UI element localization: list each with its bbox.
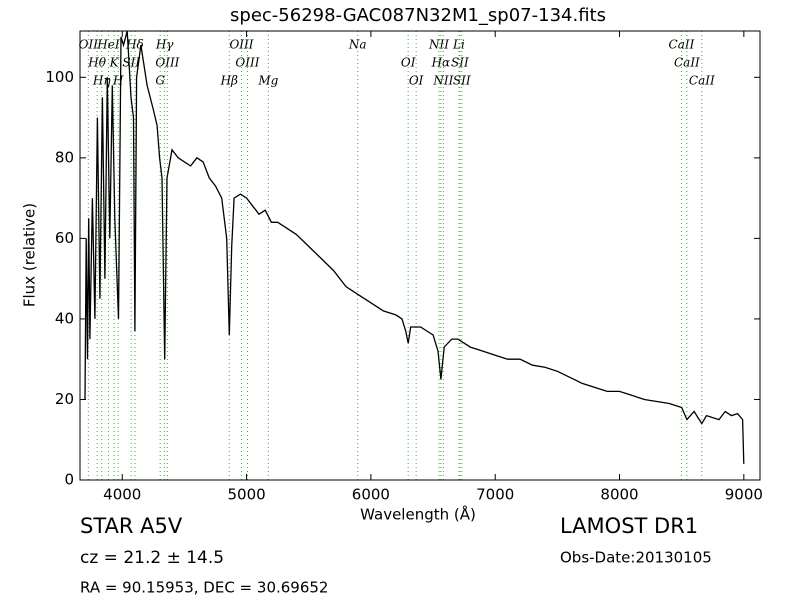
spectral-line-label: OI xyxy=(409,74,424,88)
spectral-line-label: Mg xyxy=(257,74,278,88)
spectral-line-label: Hη xyxy=(92,74,111,88)
spectral-line-label: CaII xyxy=(689,74,715,88)
cz-label: cz = 21.2 ± 14.5 xyxy=(80,548,224,568)
spectral-line-label: SII xyxy=(122,56,140,70)
x-tick-label: 7000 xyxy=(476,486,514,504)
spectral-line-label: SII xyxy=(453,74,471,88)
x-tick-label: 6000 xyxy=(352,486,390,504)
spectral-line-label: NII xyxy=(432,74,453,88)
y-tick-label: 60 xyxy=(55,229,74,247)
spectral-line-label: CaII xyxy=(674,56,700,70)
spectral-line-label: Hγ xyxy=(155,38,174,52)
y-tick-label: 40 xyxy=(55,309,74,327)
spectral-line-label: OIII xyxy=(229,38,253,52)
spectral-line-label: H xyxy=(112,74,124,88)
x-tick-label: 9000 xyxy=(725,486,763,504)
spectral-line-label: Hα xyxy=(431,56,451,70)
spectral-line-label: Hδ xyxy=(125,38,144,52)
y-tick-label: 100 xyxy=(45,68,74,86)
y-tick-label: 0 xyxy=(64,471,74,489)
x-tick-label: 8000 xyxy=(600,486,638,504)
release-label: LAMOST DR1 xyxy=(560,514,698,538)
spectral-line-label: Hθ xyxy=(87,56,106,70)
spectral-line-label: CaII xyxy=(669,38,695,52)
spectral-line-label: K xyxy=(109,56,120,70)
coords-label: RA = 90.15953, DEC = 30.69652 xyxy=(80,579,328,597)
spectral-line-label: SII xyxy=(451,56,469,70)
spectral-line-label: OII xyxy=(79,38,99,52)
x-tick-label: 5000 xyxy=(227,486,265,504)
obs-date-label: Obs-Date:20130105 xyxy=(560,549,712,567)
spectral-line-label: OIII xyxy=(235,56,259,70)
class-label: STAR A5V xyxy=(80,514,183,538)
spectral-line-label: OI xyxy=(401,56,416,70)
x-tick-label: 4000 xyxy=(103,486,141,504)
spectral-line-label: Na xyxy=(348,38,367,52)
spectral-line-label: Hβ xyxy=(220,74,238,88)
spectral-line-label: OIII xyxy=(155,56,179,70)
spectrum-line xyxy=(84,30,745,464)
spectral-line-label: NII xyxy=(428,38,449,52)
x-axis-label: Wavelength (Å) xyxy=(360,505,476,524)
spectral-line-label: HeI xyxy=(96,38,120,52)
y-tick-label: 80 xyxy=(55,148,74,166)
spectral-line-label: Li xyxy=(452,38,465,52)
chart-title: spec-56298-GAC087N32M1_sp07-134.fits xyxy=(230,5,606,26)
plot-frame xyxy=(79,30,761,481)
spectral-line-label: G xyxy=(155,74,165,88)
y-tick-label: 20 xyxy=(55,390,74,408)
y-axis-label: Flux (relative) xyxy=(21,203,39,307)
